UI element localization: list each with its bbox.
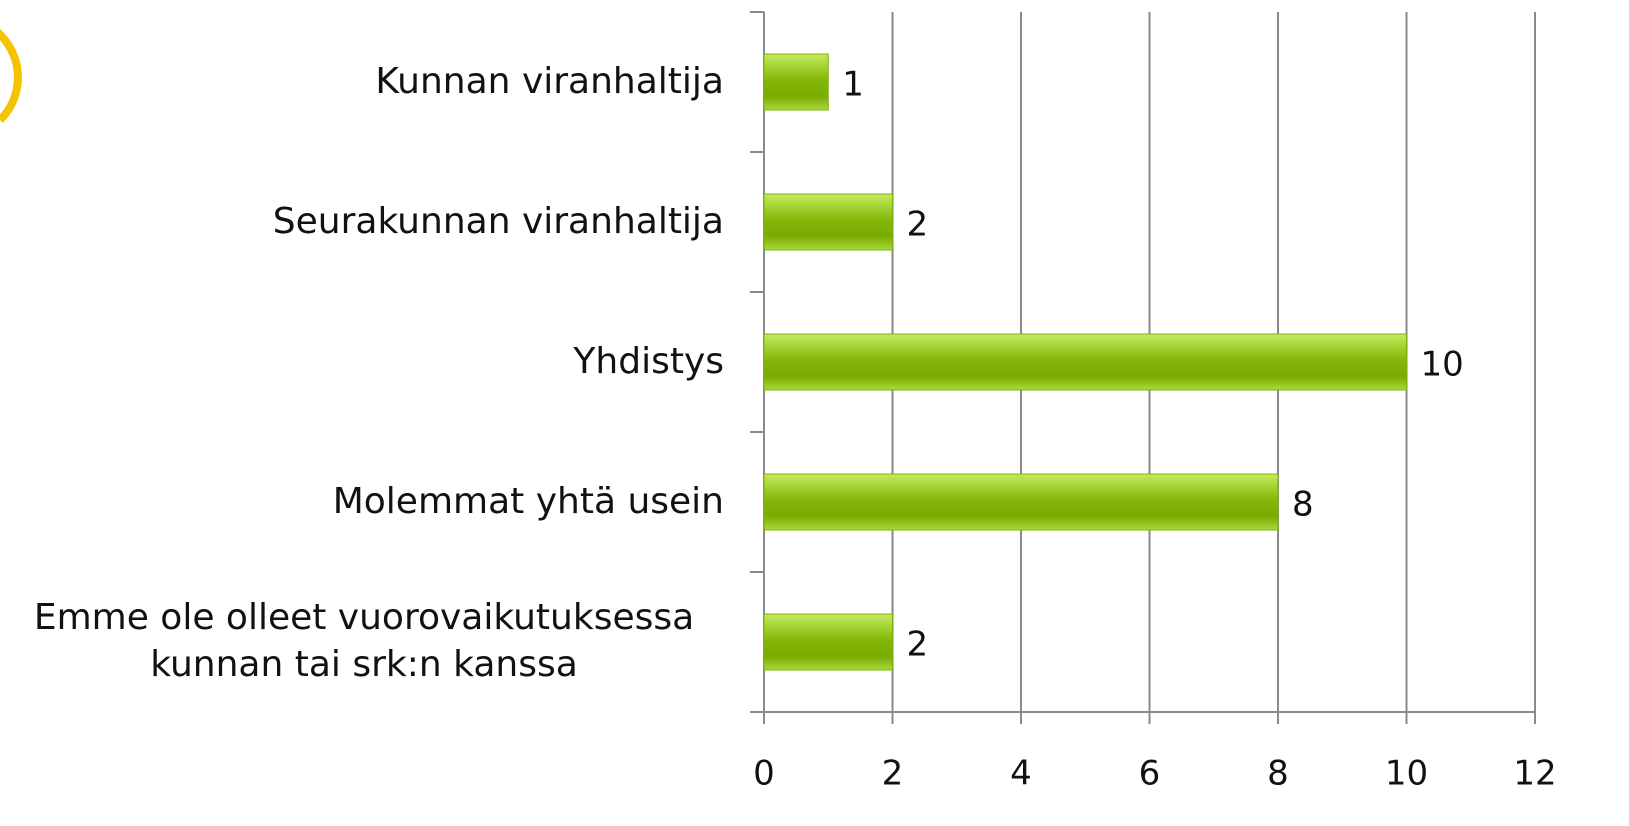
value-label: 1 <box>842 65 864 105</box>
y-tick-label: Emme ole olleet vuorovaikutuksessa kunna… <box>33 597 695 685</box>
y-tick-label: Yhdistys <box>573 340 724 382</box>
y-tick-label: Molemmat yhtä usein <box>332 480 724 522</box>
value-label: 2 <box>907 625 929 665</box>
bar <box>763 333 1407 391</box>
category-label-box: Molemmat yhtä usein <box>4 432 724 572</box>
value-label: 10 <box>1421 345 1464 385</box>
decor-circle <box>0 29 22 123</box>
x-tick-label: 2 <box>882 754 904 794</box>
x-tick-label: 8 <box>1267 754 1289 794</box>
category-label-box: Kunnan viranhaltija <box>4 12 724 152</box>
category-label-box: Emme ole olleet vuorovaikutuksessa kunna… <box>4 572 724 712</box>
y-tick-label: Seurakunnan viranhaltija <box>272 200 724 242</box>
x-tick-label: 0 <box>753 754 775 794</box>
category-label-box: Seurakunnan viranhaltija <box>4 152 724 292</box>
y-tick-label: Kunnan viranhaltija <box>375 60 724 102</box>
x-tick-label: 10 <box>1385 754 1428 794</box>
bar <box>763 613 893 671</box>
bar <box>763 473 1279 531</box>
value-label: 2 <box>907 205 929 245</box>
value-label: 8 <box>1292 485 1314 525</box>
category-label-box: Yhdistys <box>4 292 724 432</box>
bar <box>763 193 893 251</box>
x-tick-label: 6 <box>1139 754 1161 794</box>
x-tick-label: 12 <box>1513 754 1556 794</box>
bar <box>763 53 829 111</box>
x-tick-label: 4 <box>1010 754 1032 794</box>
